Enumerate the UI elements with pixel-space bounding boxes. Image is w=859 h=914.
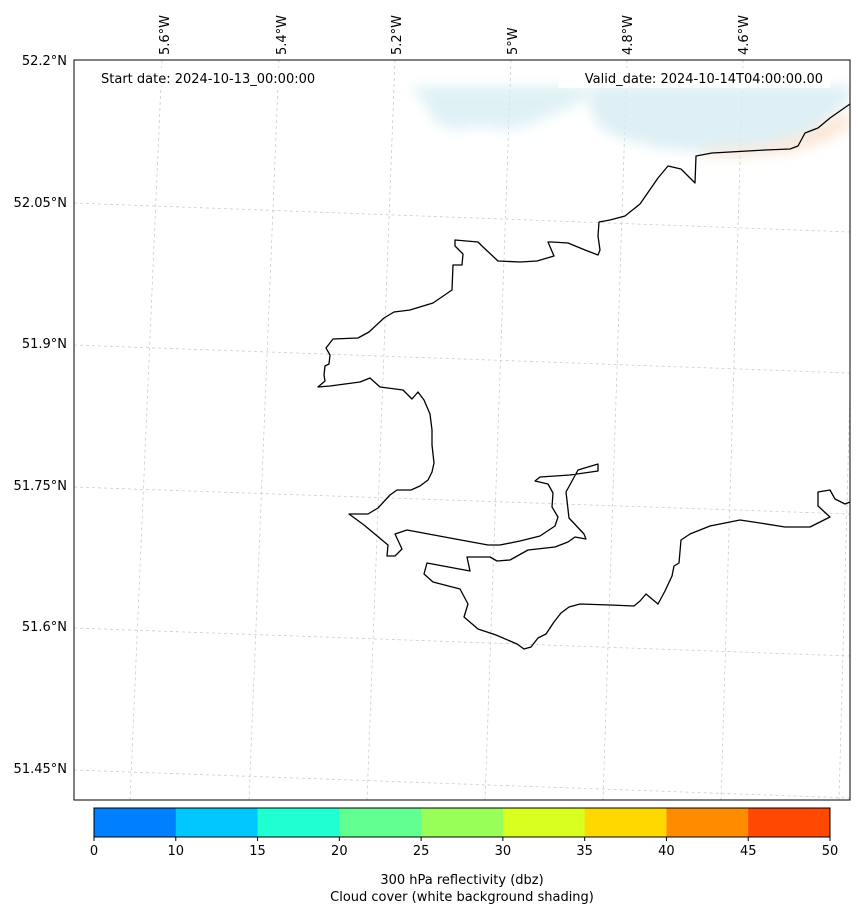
lat-label-52-2n: 52.2°N	[22, 54, 67, 69]
longitude-labels: 5.6°W 5.4°W 5.2°W 5°W 4.8°W 4.6°W	[158, 15, 752, 55]
cloud-patch-east	[590, 86, 850, 152]
cloud-cover-shading	[410, 86, 850, 152]
colorbar-caption-line1: 300 hPa reflectivity (dbz)	[380, 873, 543, 888]
colorbar-tick-label: 35	[576, 844, 593, 859]
lon-label-4-8w: 4.8°W	[621, 15, 636, 55]
lon-label-4-6w: 4.6°W	[737, 15, 752, 55]
lat-label-51-9n: 51.9°N	[22, 337, 67, 352]
valid-date-text: Valid_date: 2024-10-14T04:00:00.00	[585, 72, 823, 87]
start-date-box	[92, 68, 342, 88]
lon-label-5-2w: 5.2°W	[390, 15, 405, 55]
colorbar-tick-label: 0	[90, 844, 98, 859]
cloud-patch-center	[410, 86, 590, 130]
colorbar-segment	[666, 808, 749, 837]
colorbar-segment	[257, 808, 340, 837]
valid-date-box	[558, 68, 830, 88]
lat-label-51-45n: 51.45°N	[14, 762, 67, 777]
lat-label-51-6n: 51.6°N	[22, 620, 67, 635]
lat-label-52-05n: 52.05°N	[14, 196, 67, 211]
colorbar-tick-label: 30	[495, 844, 512, 859]
lon-label-5-4w: 5.4°W	[275, 15, 290, 55]
reflectivity-patch	[700, 112, 850, 156]
colorbar-tick-label: 25	[413, 844, 430, 859]
map-area	[74, 60, 850, 800]
latitude-labels: 52.2°N 52.05°N 51.9°N 51.75°N 51.6°N 51.…	[14, 54, 67, 777]
coastline	[317, 103, 850, 650]
colorbar: 0 10 15 20 25 30 35 40 45 50	[90, 807, 839, 859]
colorbar-caption-line2: Cloud cover (white background shading)	[330, 890, 594, 905]
colorbar-segment	[584, 808, 667, 837]
colorbar-segment	[421, 808, 504, 837]
lon-label-5-6w: 5.6°W	[158, 15, 173, 55]
colorbar-segment	[748, 808, 831, 837]
lat-label-51-75n: 51.75°N	[14, 479, 67, 494]
colorbar-segment	[339, 808, 422, 837]
map-frame	[73, 59, 851, 801]
colorbar-tick-label: 45	[740, 844, 757, 859]
colorbar-segment	[175, 808, 259, 837]
colorbar-tick-label: 15	[249, 844, 266, 859]
colorbar-frame	[93, 807, 831, 838]
start-date-text: Start date: 2024-10-13_00:00:00	[101, 72, 315, 87]
colorbar-segment	[94, 808, 177, 837]
colorbar-tick-label: 40	[658, 844, 675, 859]
reflectivity-shading	[700, 112, 850, 156]
lon-label-5w: 5°W	[506, 27, 521, 55]
colorbar-tick-label: 10	[168, 844, 185, 859]
colorbar-segment	[502, 808, 586, 837]
colorbar-tick-label: 20	[331, 844, 348, 859]
colorbar-tick-label: 50	[822, 844, 839, 859]
